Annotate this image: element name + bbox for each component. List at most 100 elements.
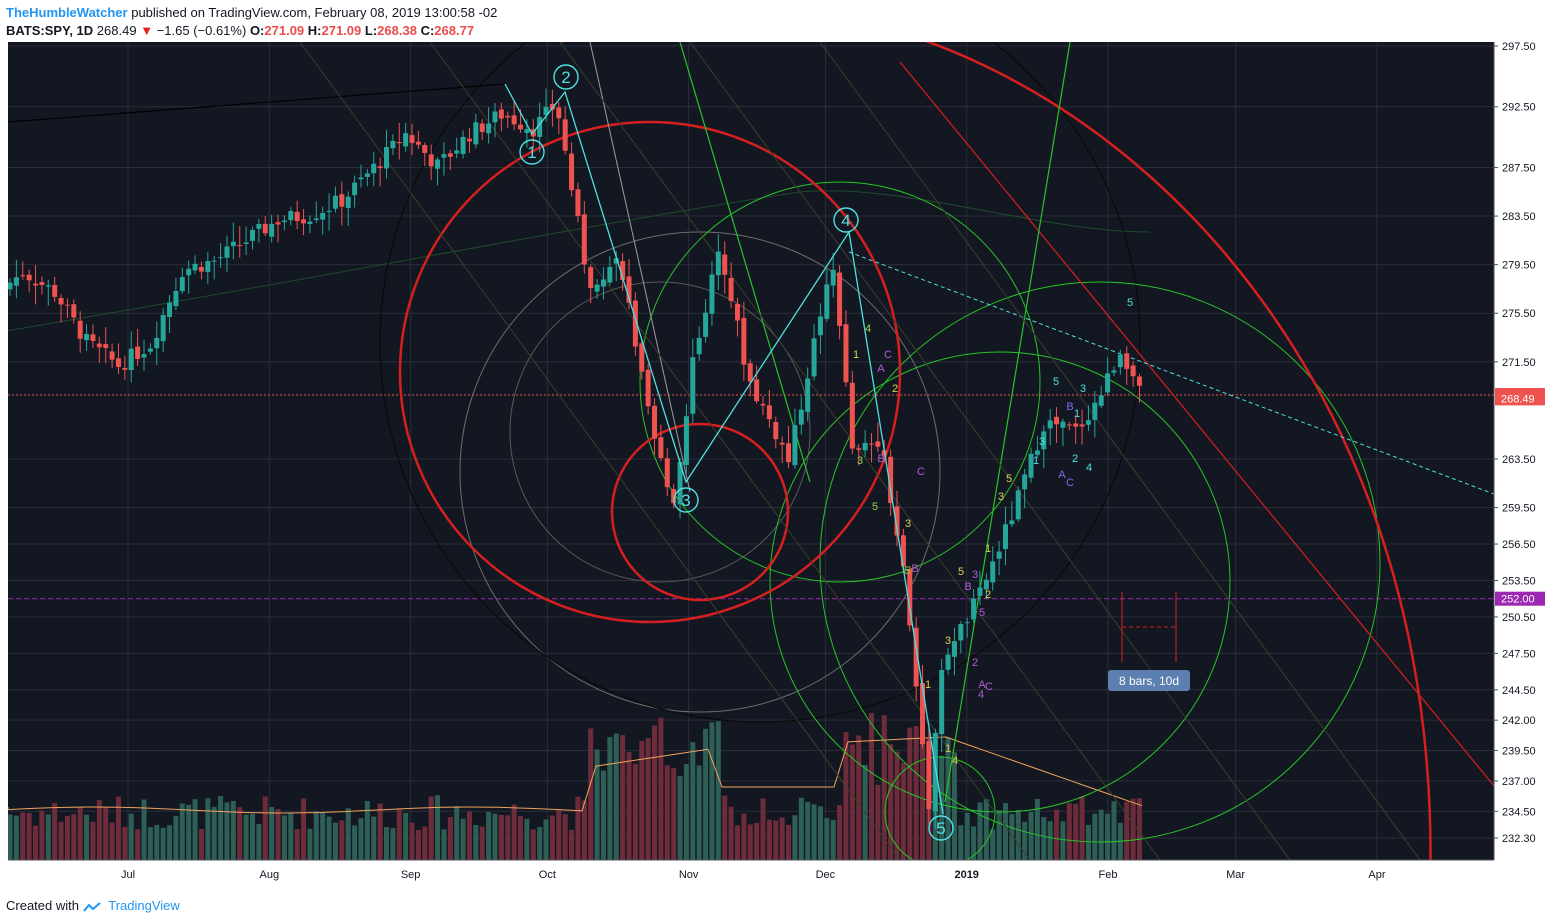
candle-body [192, 263, 198, 271]
volume-bar [594, 749, 600, 860]
candle-body [103, 344, 109, 348]
candle-body [1022, 474, 1028, 490]
candle-body [562, 119, 568, 151]
candle-body [1111, 370, 1117, 373]
price-axis[interactable] [1494, 42, 1551, 860]
publish-info: TheHumbleWatcher published on TradingVie… [6, 5, 497, 20]
candle-body [862, 442, 868, 451]
candle-body [345, 196, 351, 208]
volume-bar [1015, 809, 1021, 860]
volume-bar [1092, 813, 1098, 860]
volume-bar [486, 811, 492, 860]
candlesticks [8, 88, 1143, 829]
candle-body [632, 300, 638, 347]
sub-wave-label: C [985, 681, 993, 693]
candle-body [135, 346, 141, 360]
close-value: 268.77 [434, 23, 475, 38]
tradingview-brand[interactable]: TradingView [108, 898, 180, 913]
volume-bar [1137, 798, 1143, 860]
candle-body [409, 135, 415, 143]
volume-bar [715, 721, 721, 860]
candle-body [1015, 490, 1021, 520]
volume-bar [773, 820, 779, 860]
candle-body [441, 154, 447, 158]
candle-body [447, 153, 453, 157]
channel-line [429, 42, 1031, 860]
price-tick-label: 239.50 [1502, 746, 1536, 758]
candle-body [824, 284, 830, 319]
candle-body [958, 624, 964, 641]
time-axis[interactable] [8, 860, 1494, 890]
plot-area[interactable] [8, 42, 1494, 860]
volume-bar [186, 804, 192, 860]
volume-bar [275, 809, 281, 860]
author-link[interactable]: TheHumbleWatcher [6, 5, 128, 20]
candle-body [626, 276, 632, 303]
candle-body [677, 462, 683, 505]
candle-body [90, 334, 96, 341]
volume-bar [320, 812, 326, 860]
volume-bar [1028, 812, 1034, 860]
candle-body [403, 133, 409, 147]
candle-body [141, 354, 147, 358]
trend-line-green [679, 42, 811, 483]
price-tick-label: 232.30 [1502, 833, 1536, 845]
candle-body [990, 561, 996, 583]
volume-bar [64, 815, 70, 860]
candle-body [875, 441, 881, 447]
symbol-name[interactable]: BATS:SPY, 1D [6, 23, 94, 38]
volume-bar [460, 818, 466, 860]
wave-label-2: 2 [561, 68, 570, 87]
candle-body [115, 358, 121, 367]
volume-bar [20, 812, 26, 860]
volume-moving-average [8, 736, 1143, 814]
volume-bar [109, 822, 115, 860]
candle-body [581, 214, 587, 265]
candle-body [396, 142, 402, 144]
candle-body [256, 224, 262, 229]
candle-body [588, 267, 594, 288]
price-tick-label: 234.50 [1502, 806, 1536, 818]
candle-body [371, 163, 377, 174]
sub-wave-label: 2 [1072, 453, 1078, 465]
volume-bar [620, 735, 626, 860]
sub-wave-label: 1 [1033, 455, 1039, 467]
wave-label-3: 3 [681, 491, 690, 510]
volume-bar [549, 815, 555, 860]
candle-body [1085, 420, 1091, 425]
candle-body [1009, 520, 1015, 525]
volume-bar [33, 825, 39, 860]
sub-wave-label: 4 [952, 755, 958, 767]
candle-body [128, 348, 134, 371]
candle-body [1130, 365, 1136, 377]
candle-body [364, 173, 370, 177]
candle-body [645, 369, 651, 407]
candle-body [269, 223, 275, 237]
volume-bar [837, 805, 843, 860]
sub-wave-label: 5 [979, 607, 985, 619]
candle-body [971, 598, 977, 620]
price-tick-label: 256.50 [1502, 539, 1536, 551]
volume-bar [52, 802, 58, 860]
candle-body [849, 382, 855, 449]
candle-body [428, 154, 434, 167]
volume-bar [409, 822, 415, 860]
candle-body [243, 242, 249, 244]
candle-body [422, 145, 428, 153]
volume-bar [537, 827, 543, 860]
sub-wave-label: 4 [1086, 462, 1092, 474]
candle-body [1002, 524, 1008, 549]
candle-body [1041, 431, 1047, 450]
volume-bar [192, 799, 198, 860]
sub-wave-label: C [884, 349, 892, 361]
created-with-label: Created with [6, 898, 79, 913]
volume-bar [709, 722, 715, 860]
price-tick-label: 287.50 [1502, 162, 1536, 174]
candle-body [13, 277, 19, 286]
price-tick-label: 263.50 [1502, 454, 1536, 466]
channel-line [689, 42, 1291, 860]
volume-bar [301, 798, 307, 860]
candle-body [1047, 420, 1053, 429]
